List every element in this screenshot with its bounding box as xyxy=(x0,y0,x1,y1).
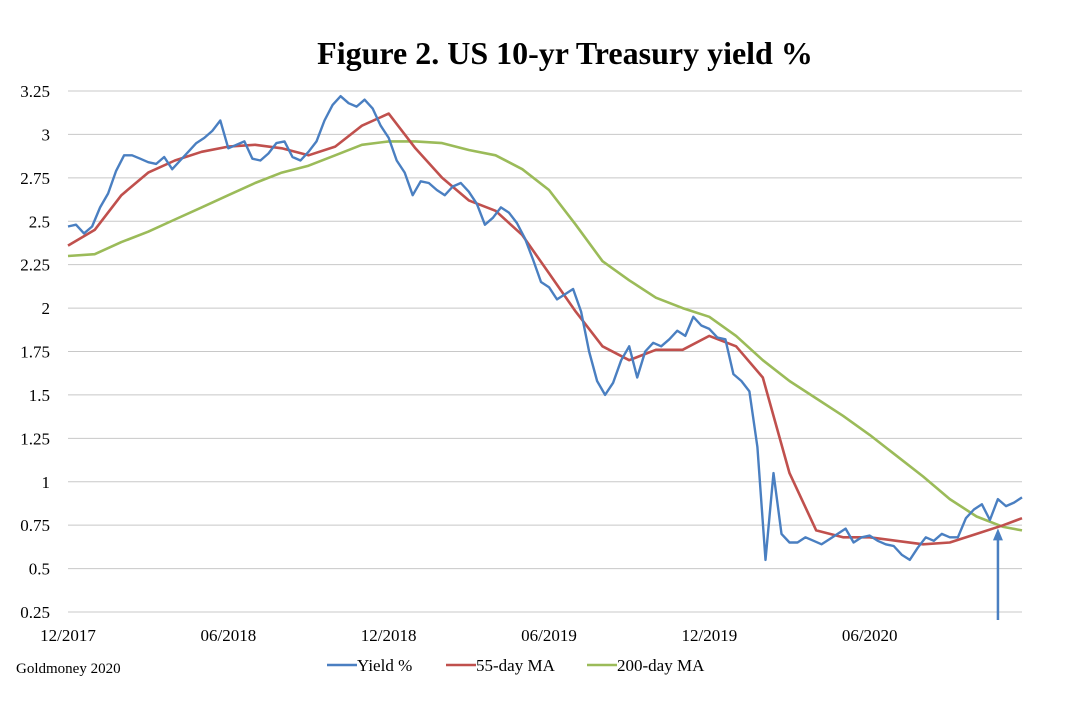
y-tick-label: 3 xyxy=(42,125,51,144)
y-tick-label: 2.25 xyxy=(20,256,50,275)
x-axis-ticks: 12/2017 06/2018 12/2018 06/2019 12/2019 06/20… xyxy=(40,626,897,645)
x-tick-label: 12/2019 xyxy=(681,626,737,645)
chart-title: Figure 2. US 10-yr Treasury yield % xyxy=(317,35,813,71)
series-line-200-day-ma xyxy=(67,140,1023,532)
arrow-head xyxy=(992,528,1003,541)
x-tick-label: 12/2017 xyxy=(40,626,96,645)
x-tick-label: 12/2018 xyxy=(361,626,417,645)
y-tick-label: 1 xyxy=(42,473,51,492)
y-tick-label: 2 xyxy=(42,299,51,318)
x-tick-label: 06/2018 xyxy=(200,626,256,645)
y-tick-label: 0.75 xyxy=(20,516,50,535)
legend-label: 55-day MA xyxy=(476,656,556,675)
y-tick-label: 3.25 xyxy=(20,82,50,101)
gridlines xyxy=(68,90,1022,613)
legend: Yield % 55-day MA 200-day MA xyxy=(327,656,705,675)
source-note: Goldmoney 2020 xyxy=(16,661,121,677)
y-tick-label: 0.25 xyxy=(20,603,50,622)
y-axis-ticks: 0.25 0.5 0.75 1 1.25 1.5 1.75 2 2.25 2.5 2.75 3 3.25 xyxy=(20,82,50,622)
annotation-arrow xyxy=(992,528,1003,620)
legend-label: Yield % xyxy=(357,656,412,675)
y-tick-label: 0.5 xyxy=(29,560,50,579)
y-tick-label: 1.25 xyxy=(20,429,50,448)
x-tick-label: 06/2019 xyxy=(521,626,577,645)
legend-label: 200-day MA xyxy=(617,656,705,675)
y-tick-label: 2.5 xyxy=(29,212,50,231)
y-tick-label: 1.75 xyxy=(20,343,50,362)
series-lines xyxy=(67,94,1023,562)
x-tick-label: 06/2020 xyxy=(842,626,898,645)
series-line-yield xyxy=(67,94,1023,562)
y-tick-label: 1.5 xyxy=(29,386,50,405)
y-tick-label: 2.75 xyxy=(20,169,50,188)
